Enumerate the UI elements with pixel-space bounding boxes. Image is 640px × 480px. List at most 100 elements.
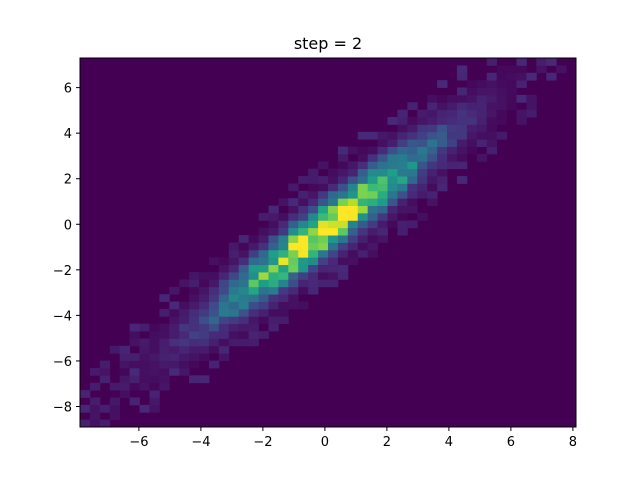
histogram-bin	[397, 139, 408, 147]
x-tick-label: −6	[129, 435, 148, 450]
histogram-bin	[109, 345, 121, 354]
histogram-bin	[387, 117, 398, 125]
histogram-bin	[179, 316, 190, 325]
histogram-bin	[387, 198, 398, 206]
histogram-bin	[179, 331, 190, 339]
y-axis: −8 −6 −4 −2 0 2 4 6	[53, 82, 80, 416]
histogram-bin	[258, 257, 269, 266]
histogram-bin	[258, 279, 269, 288]
histogram-bin	[228, 272, 240, 280]
histogram-bin	[476, 87, 488, 96]
histogram-bin	[288, 242, 299, 251]
histogram-bin	[238, 257, 250, 266]
histogram-bin	[318, 220, 329, 229]
histogram-bin	[268, 308, 279, 317]
histogram-bin	[427, 109, 438, 118]
histogram-bin	[288, 301, 299, 310]
histogram-bin	[526, 102, 537, 111]
histogram-bin	[476, 153, 488, 162]
histogram-bin	[417, 131, 428, 140]
histogram-bin	[427, 94, 438, 103]
histogram-cells	[80, 58, 576, 428]
histogram-bin	[298, 176, 309, 184]
histogram-bin	[337, 153, 349, 162]
histogram-bin	[318, 257, 329, 266]
histogram-bin	[268, 323, 279, 332]
histogram-bin	[407, 161, 418, 170]
histogram-bin	[199, 301, 210, 310]
histogram-bin	[466, 117, 478, 125]
histogram-bin	[109, 404, 121, 413]
histogram-bin	[456, 117, 468, 125]
histogram-bin	[347, 190, 359, 199]
histogram-bin	[258, 264, 269, 273]
histogram-bin	[328, 242, 339, 251]
histogram-bin	[278, 249, 289, 258]
histogram-bin	[357, 190, 369, 199]
histogram-bin	[258, 235, 269, 243]
histogram-bin	[129, 367, 140, 376]
histogram-bin	[486, 131, 498, 140]
histogram-bin	[179, 360, 190, 369]
histogram-bin	[89, 412, 101, 421]
histogram-bin	[407, 190, 418, 199]
histogram-bin	[407, 176, 418, 184]
histogram-bin	[456, 109, 468, 118]
histogram-bin	[159, 345, 170, 354]
x-tick-label: 6	[507, 435, 515, 450]
histogram-bin	[218, 345, 230, 354]
histogram-bin	[268, 257, 279, 266]
histogram-bin	[278, 212, 289, 221]
histogram-bin	[466, 146, 478, 155]
histogram-bin	[189, 301, 200, 310]
histogram-bin	[308, 220, 319, 229]
histogram-bin	[347, 205, 359, 214]
histogram-bin	[367, 146, 378, 155]
histogram-bin	[119, 345, 130, 354]
histogram-bin	[129, 360, 140, 369]
histogram-bin	[248, 316, 259, 325]
histogram-bin	[318, 235, 329, 243]
histogram-bin	[427, 117, 438, 125]
histogram-bin	[278, 220, 289, 229]
histogram-bin	[228, 294, 240, 302]
histogram-bin	[308, 205, 319, 214]
histogram-bin	[238, 308, 250, 317]
histogram-bin	[397, 212, 408, 221]
histogram-bin	[337, 183, 349, 192]
histogram-bin	[337, 249, 349, 258]
histogram-bin	[278, 286, 289, 295]
x-tick-label: −2	[253, 435, 272, 450]
histogram-bin	[476, 109, 488, 118]
histogram-bin	[466, 124, 478, 133]
histogram-bin	[218, 294, 230, 302]
histogram-bin	[456, 102, 468, 111]
histogram-bin	[218, 279, 230, 288]
histogram-bin	[506, 72, 517, 81]
histogram-bin	[417, 124, 428, 133]
x-tick-label: −4	[191, 435, 210, 450]
histogram-bin	[238, 235, 250, 243]
histogram-bin	[139, 367, 150, 376]
histogram-bin	[397, 153, 408, 162]
histogram-bin	[367, 183, 378, 192]
histogram-bin	[199, 323, 210, 332]
histogram-bin	[397, 131, 408, 140]
y-tick-label: −4	[53, 309, 72, 324]
histogram-bin	[169, 345, 180, 354]
x-tick-label: 2	[383, 435, 391, 450]
histogram-bin	[298, 190, 309, 199]
histogram-bin	[268, 279, 279, 288]
histogram-bin	[427, 190, 438, 199]
histogram-bin	[208, 301, 220, 310]
histogram-bin	[199, 316, 210, 325]
histogram-bin	[189, 294, 200, 302]
histogram-bin	[119, 367, 130, 376]
histogram-bin	[308, 168, 319, 177]
histogram-bin	[268, 205, 279, 214]
histogram-bin	[80, 419, 91, 428]
histogram-bin	[268, 294, 279, 302]
histogram-bin	[387, 139, 398, 147]
histogram-bin	[288, 205, 299, 214]
histogram-bin	[506, 80, 517, 88]
